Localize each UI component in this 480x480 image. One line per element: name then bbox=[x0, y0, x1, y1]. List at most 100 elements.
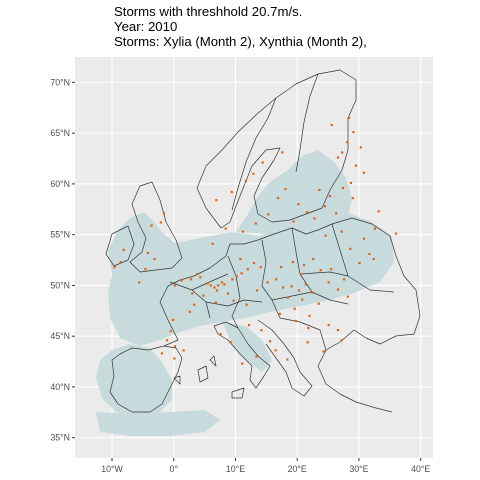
wind-point-34 bbox=[301, 298, 304, 301]
border-interior-west bbox=[169, 255, 263, 329]
wind-point-25 bbox=[255, 289, 259, 292]
wind-point-55 bbox=[323, 205, 327, 208]
wind-point-66 bbox=[261, 161, 264, 164]
wind-point-4 bbox=[220, 281, 224, 284]
wind-point-98 bbox=[146, 251, 149, 255]
wind-point-16 bbox=[196, 273, 199, 276]
wind-point-125 bbox=[322, 350, 325, 353]
x-tick-label-1: 0° bbox=[170, 464, 178, 474]
wind-point-74 bbox=[211, 242, 214, 245]
border-continent-coast bbox=[119, 217, 421, 413]
chart-title: Storms with threshhold 20.7m/s. Year: 20… bbox=[114, 4, 367, 49]
x-tick-label-5: 40°E bbox=[411, 464, 430, 474]
wind-point-54 bbox=[313, 217, 316, 220]
wind-point-8 bbox=[231, 278, 234, 281]
wind-point-85 bbox=[336, 156, 340, 159]
wind-point-15 bbox=[199, 276, 202, 279]
border-ireland bbox=[105, 225, 135, 267]
wind-point-81 bbox=[362, 237, 365, 240]
wind-point-83 bbox=[349, 181, 353, 184]
wind-point-113 bbox=[193, 303, 196, 306]
wind-point-45 bbox=[319, 269, 322, 272]
wind-point-30 bbox=[297, 289, 301, 292]
wind-point-63 bbox=[276, 197, 280, 200]
wind-point-65 bbox=[252, 172, 255, 175]
x-tick-label-3: 20°E bbox=[288, 464, 307, 474]
wind-points bbox=[113, 116, 398, 365]
title-year-line: Year: 2010 bbox=[114, 19, 178, 34]
border-balkans-greece bbox=[257, 319, 313, 397]
wind-point-91 bbox=[359, 146, 362, 149]
wind-point-127 bbox=[336, 328, 340, 332]
footprint-scandinavia bbox=[236, 150, 352, 234]
wind-point-88 bbox=[330, 123, 333, 127]
wind-point-50 bbox=[346, 295, 349, 298]
wind-point-118 bbox=[286, 358, 289, 361]
wind-point-84 bbox=[362, 171, 365, 174]
wind-point-28 bbox=[281, 286, 285, 289]
wind-point-3 bbox=[217, 284, 220, 287]
wind-point-110 bbox=[160, 352, 164, 355]
wind-point-22 bbox=[214, 301, 217, 304]
y-tick-label-1: 65°N bbox=[50, 128, 70, 138]
wind-point-94 bbox=[394, 232, 398, 235]
wind-point-10 bbox=[240, 272, 243, 275]
wind-point-33 bbox=[286, 296, 290, 299]
wind-point-95 bbox=[153, 257, 156, 261]
wind-point-59 bbox=[318, 188, 321, 192]
y-tick-label-0: 70°N bbox=[50, 77, 70, 87]
footprint-central-europe bbox=[108, 212, 394, 346]
wind-point-64 bbox=[284, 187, 287, 191]
footprint-italy-balkans bbox=[222, 322, 272, 372]
wind-point-58 bbox=[297, 203, 300, 206]
wind-point-17 bbox=[189, 278, 193, 281]
wind-point-69 bbox=[230, 190, 233, 194]
border-iberia bbox=[109, 345, 183, 413]
wind-point-61 bbox=[351, 197, 354, 200]
wind-point-101 bbox=[122, 248, 125, 251]
wind-point-108 bbox=[182, 349, 185, 352]
wind-point-6 bbox=[215, 289, 219, 292]
wind-point-19 bbox=[173, 284, 177, 287]
x-tick-label-2: 10°E bbox=[226, 464, 245, 474]
wind-point-37 bbox=[317, 302, 320, 305]
footprint-north-africa bbox=[96, 410, 220, 436]
wind-point-67 bbox=[281, 151, 284, 154]
border-sweden-inner bbox=[231, 97, 277, 211]
wind-point-26 bbox=[266, 281, 269, 284]
wind-point-23 bbox=[232, 299, 235, 302]
wind-point-77 bbox=[349, 247, 352, 250]
wind-point-38 bbox=[278, 312, 282, 315]
wind-point-119 bbox=[255, 355, 258, 358]
wind-point-90 bbox=[341, 151, 344, 154]
wind-point-43 bbox=[302, 264, 306, 267]
wind-point-115 bbox=[260, 328, 263, 332]
wind-point-1 bbox=[209, 284, 212, 287]
country-borders bbox=[105, 69, 421, 413]
wind-point-103 bbox=[159, 221, 162, 224]
wind-point-39 bbox=[294, 319, 298, 323]
wind-point-97 bbox=[138, 281, 141, 284]
wind-point-120 bbox=[241, 362, 244, 365]
border-finland-inner bbox=[295, 73, 319, 173]
wind-point-0 bbox=[206, 282, 209, 285]
wind-point-114 bbox=[247, 323, 251, 327]
border-interior-east bbox=[261, 223, 395, 351]
wind-point-14 bbox=[239, 257, 242, 261]
y-tick-label-3: 55°N bbox=[50, 230, 70, 240]
wind-point-21 bbox=[202, 294, 205, 297]
wind-point-46 bbox=[327, 281, 330, 284]
wind-point-105 bbox=[169, 330, 172, 333]
y-axis-ticks: 70°N 65°N 60°N 55°N 50°N 45°N 40°N 35°N bbox=[50, 77, 75, 443]
wind-point-68 bbox=[244, 179, 248, 182]
wind-point-87 bbox=[352, 131, 355, 134]
y-tick-label-6: 40°N bbox=[50, 382, 70, 392]
wind-point-71 bbox=[254, 222, 257, 225]
y-tick-label-7: 35°N bbox=[50, 433, 70, 443]
wind-point-82 bbox=[377, 210, 380, 213]
footprint-british-isles bbox=[108, 212, 180, 282]
wind-point-35 bbox=[293, 307, 296, 310]
wind-point-9 bbox=[235, 275, 238, 278]
wind-point-32 bbox=[311, 291, 314, 294]
